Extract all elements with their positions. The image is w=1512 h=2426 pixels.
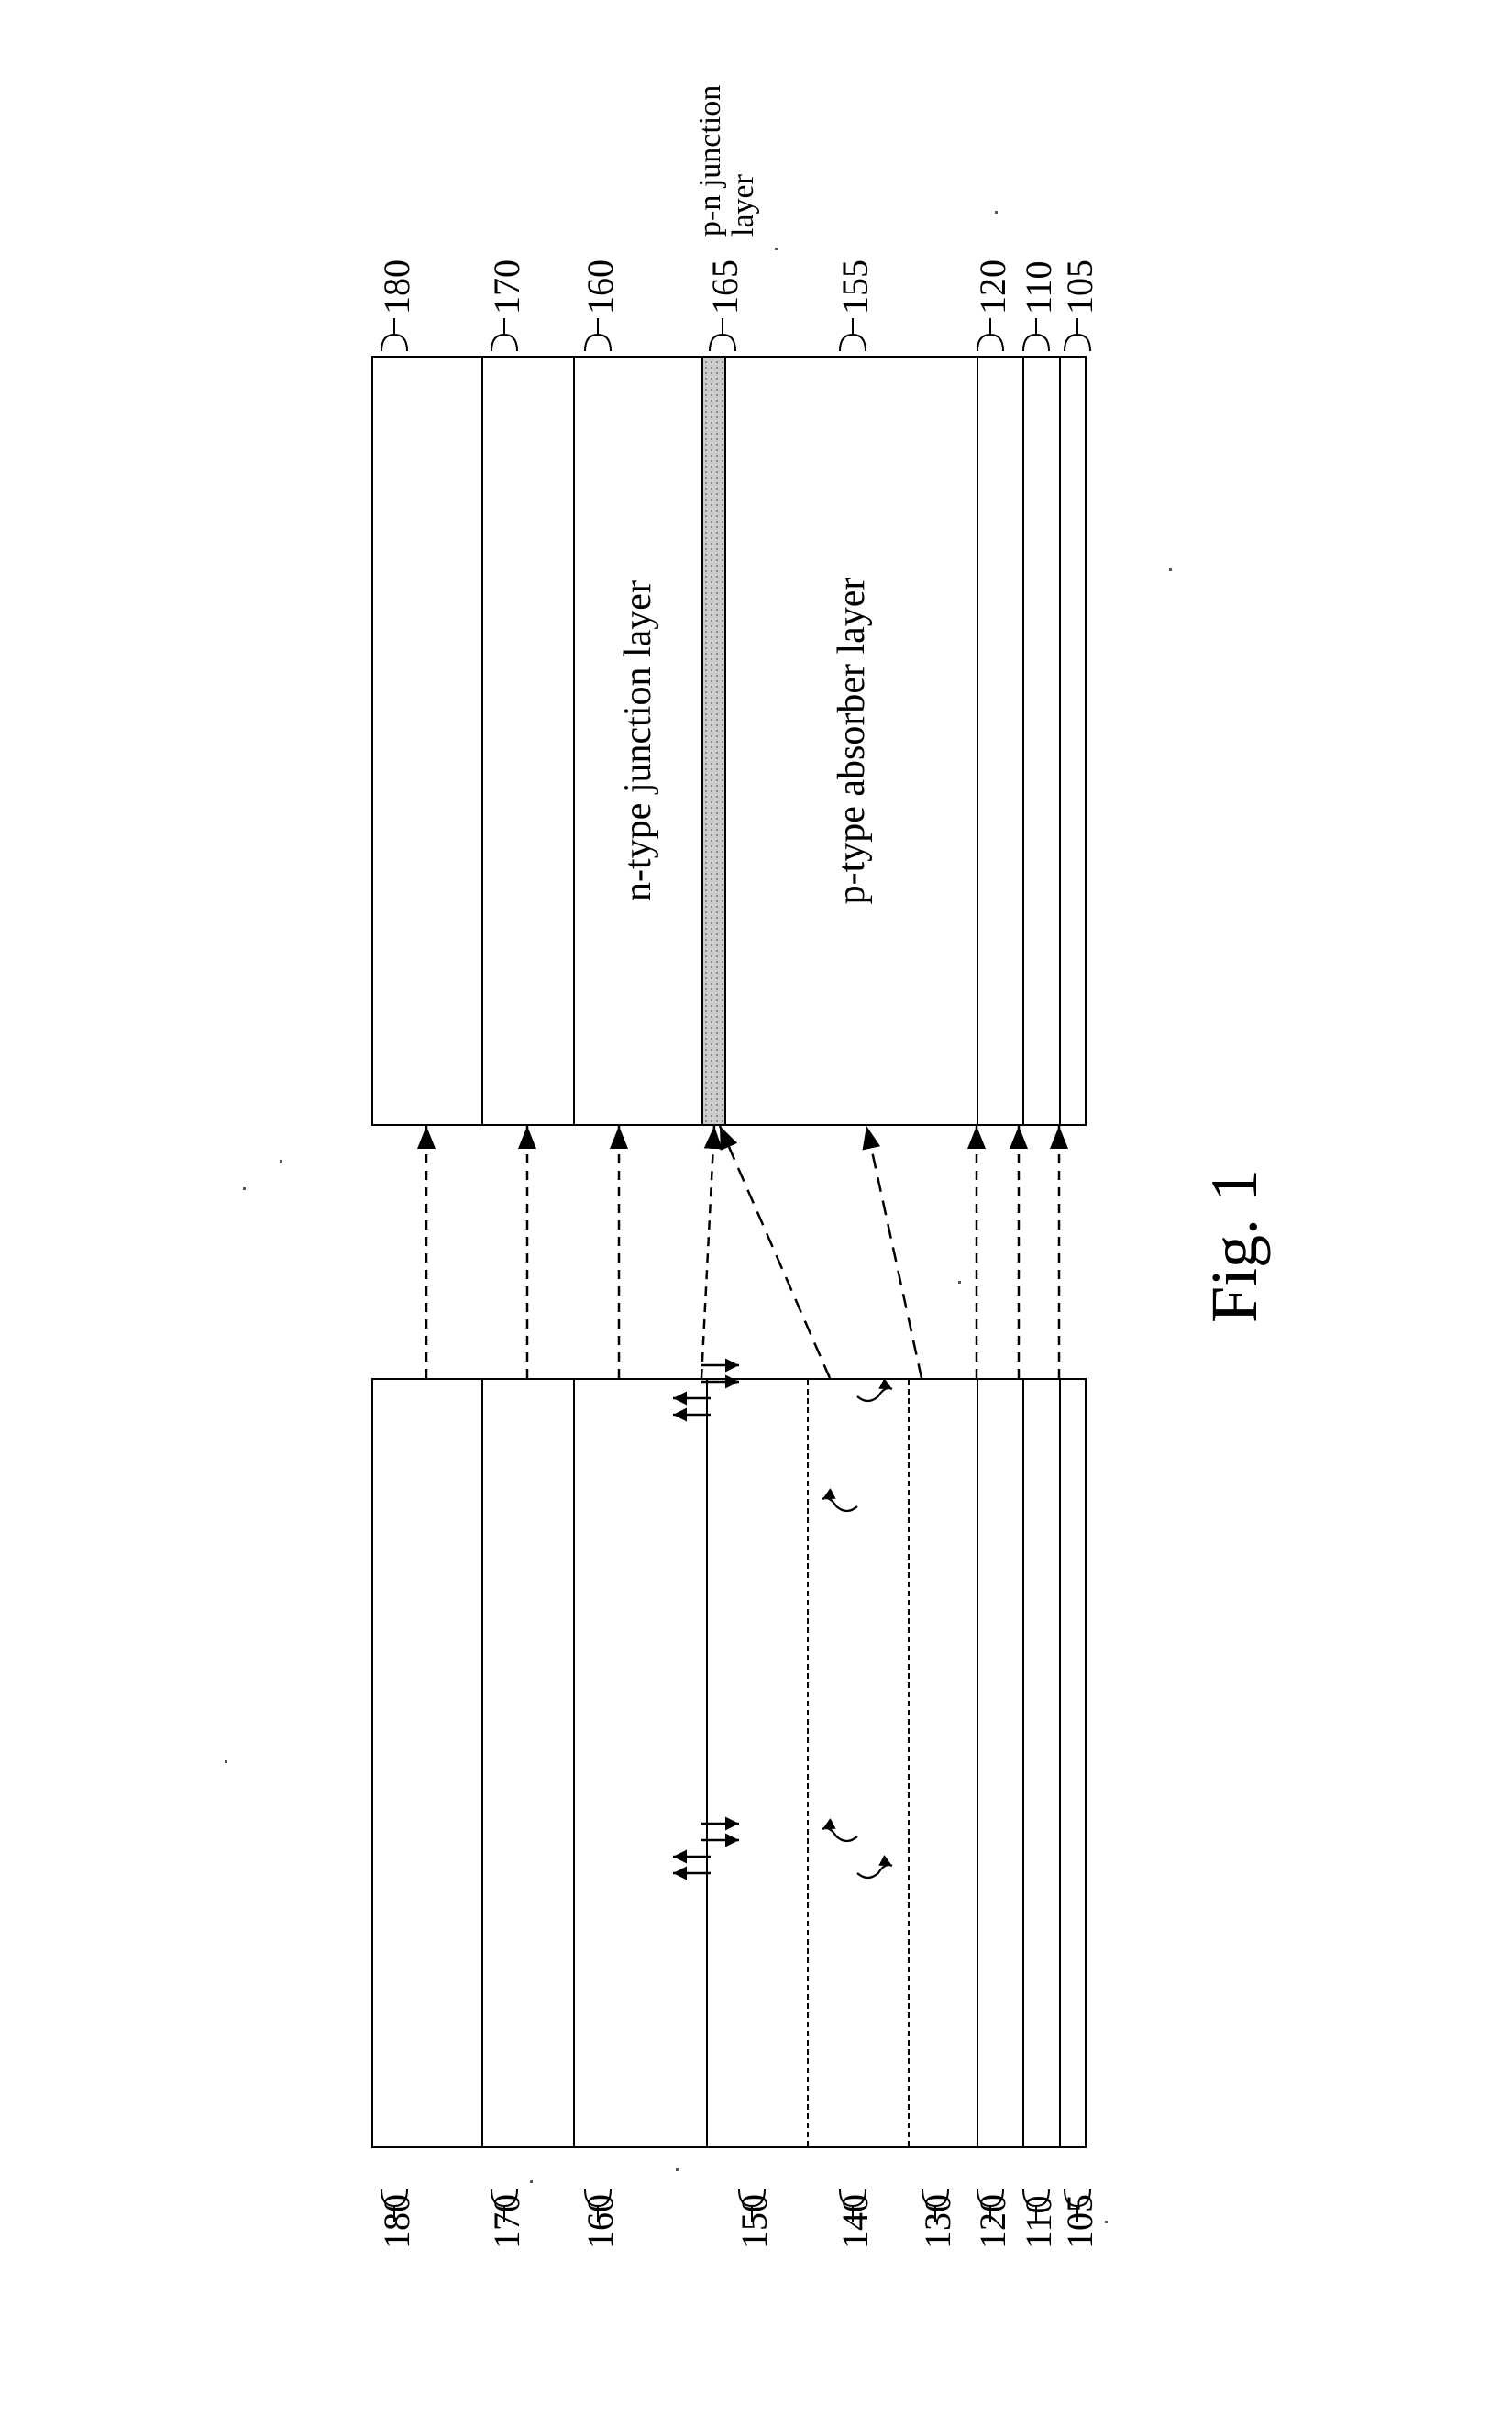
- ref-120: 120: [971, 259, 1014, 314]
- layer-105: [1061, 1380, 1088, 2146]
- layer-120: [978, 1380, 1024, 2146]
- ref-105: 105: [1058, 2194, 1101, 2249]
- layer-160: [575, 1380, 708, 2146]
- layer-165: [703, 358, 726, 1124]
- ref-170: 170: [485, 2194, 528, 2249]
- noise-dot: [676, 2168, 679, 2171]
- ref-165: 165: [703, 259, 746, 314]
- ref-180: 180: [375, 259, 418, 314]
- layer-160: n-type junction layer: [575, 358, 703, 1124]
- layer-120: [978, 358, 1024, 1124]
- ref-110: 110: [1017, 260, 1060, 314]
- noise-dot: [775, 248, 778, 250]
- corr-arrow: [866, 1126, 922, 1378]
- layer-110: [1024, 358, 1061, 1124]
- layer-140: [809, 1380, 910, 2146]
- layer-180: [373, 1380, 483, 2146]
- layer-label-155: p-type absorber layer: [829, 578, 873, 905]
- noise-dot: [1105, 2221, 1108, 2223]
- layer-150: [708, 1380, 809, 2146]
- ref-155: 155: [833, 259, 877, 314]
- noise-dot: [958, 1281, 961, 1284]
- right-stack: n-type junction layer p-type absorber lay…: [371, 356, 1087, 1126]
- layer-label-160: n-type junction layer: [616, 580, 660, 901]
- ref-170: 170: [485, 259, 528, 314]
- ref-105: 105: [1058, 259, 1101, 314]
- left-stack: [371, 1378, 1087, 2148]
- ref-160: 160: [579, 2194, 622, 2249]
- corr-arrow: [701, 1126, 714, 1378]
- side-label-pn-junction: p-n junctionlayer: [694, 85, 760, 237]
- noise-dot: [530, 2180, 533, 2183]
- noise-dot: [243, 1187, 246, 1190]
- ref-150: 150: [733, 2194, 776, 2249]
- layer-110: [1024, 1380, 1061, 2146]
- noise-dot: [280, 1160, 282, 1163]
- ref-110: 110: [1017, 2195, 1060, 2249]
- noise-dot: [995, 211, 998, 214]
- layer-170: [483, 358, 575, 1124]
- figure-caption: Fig. 1: [1197, 1169, 1273, 1323]
- ref-120: 120: [971, 2194, 1014, 2249]
- ref-130: 130: [916, 2194, 959, 2249]
- corr-arrow: [720, 1126, 830, 1378]
- ref-160: 160: [579, 259, 622, 314]
- ref-180: 180: [375, 2194, 418, 2249]
- noise-dot: [1169, 568, 1172, 571]
- noise-dot: [225, 1760, 227, 1763]
- layer-105: [1061, 358, 1088, 1124]
- layer-130: [910, 1380, 978, 2146]
- layer-170: [483, 1380, 575, 2146]
- ref-140: 140: [833, 2194, 877, 2249]
- layer-180: [373, 358, 483, 1124]
- layer-155: p-type absorber layer: [726, 358, 978, 1124]
